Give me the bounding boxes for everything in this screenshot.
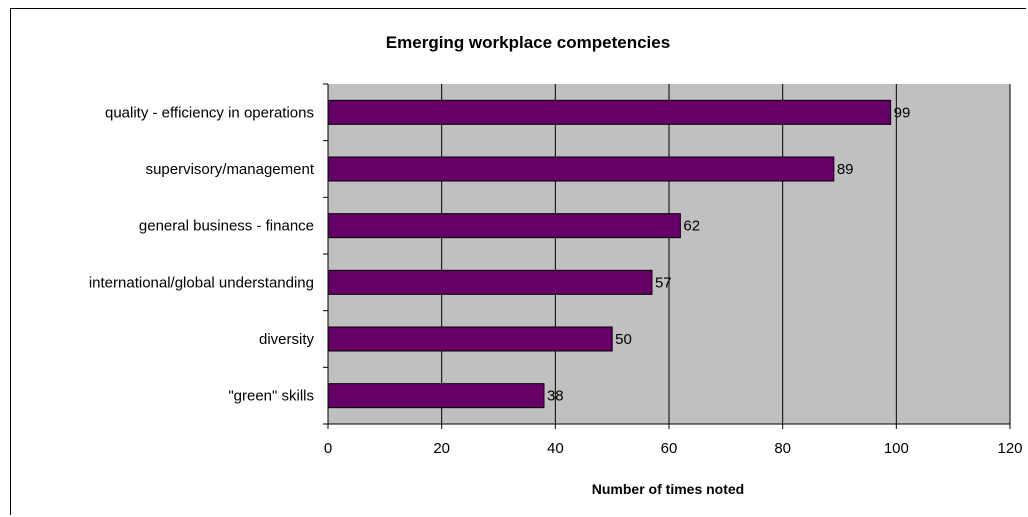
category-label-3: international/global understanding	[89, 274, 314, 291]
x-tick-label-0: 0	[324, 440, 332, 457]
value-label-5: 38	[547, 388, 564, 405]
category-label-2: general business - finance	[139, 218, 314, 235]
x-tick-label-120: 120	[997, 440, 1022, 457]
value-label-0: 99	[894, 104, 911, 121]
x-tick-label-20: 20	[433, 440, 450, 457]
x-tick-label-40: 40	[547, 440, 564, 457]
category-label-0: quality - efficiency in operations	[105, 104, 314, 121]
category-label-5: "green" skills	[228, 388, 314, 405]
x-axis-title: Number of times noted	[592, 481, 744, 497]
axes	[323, 83, 1011, 429]
y-category-labels: quality - efficiency in operations superv…	[89, 104, 315, 404]
value-labels: 99 89 62 57 50 38	[547, 104, 910, 404]
chart-frame	[10, 8, 1026, 515]
bar-2	[327, 213, 681, 239]
x-tick-label-80: 80	[774, 440, 791, 457]
bar-0	[327, 99, 892, 125]
x-tick-labels: 0 20 40 60 80 100 120	[324, 440, 1023, 457]
bars	[327, 99, 892, 409]
value-label-1: 89	[837, 161, 854, 178]
bar-1	[327, 156, 835, 182]
chart-title: Emerging workplace competencies	[386, 33, 670, 52]
bar-3	[327, 269, 653, 295]
value-label-4: 50	[615, 331, 632, 348]
category-label-4: diversity	[259, 331, 315, 348]
bar-5	[327, 383, 545, 409]
gridlines	[441, 84, 1011, 424]
bar-4	[327, 326, 613, 352]
x-tick-label-60: 60	[661, 440, 678, 457]
value-label-3: 57	[655, 274, 672, 291]
value-label-2: 62	[683, 218, 700, 235]
x-tick-label-100: 100	[884, 440, 909, 457]
category-label-1: supervisory/management	[146, 161, 315, 178]
